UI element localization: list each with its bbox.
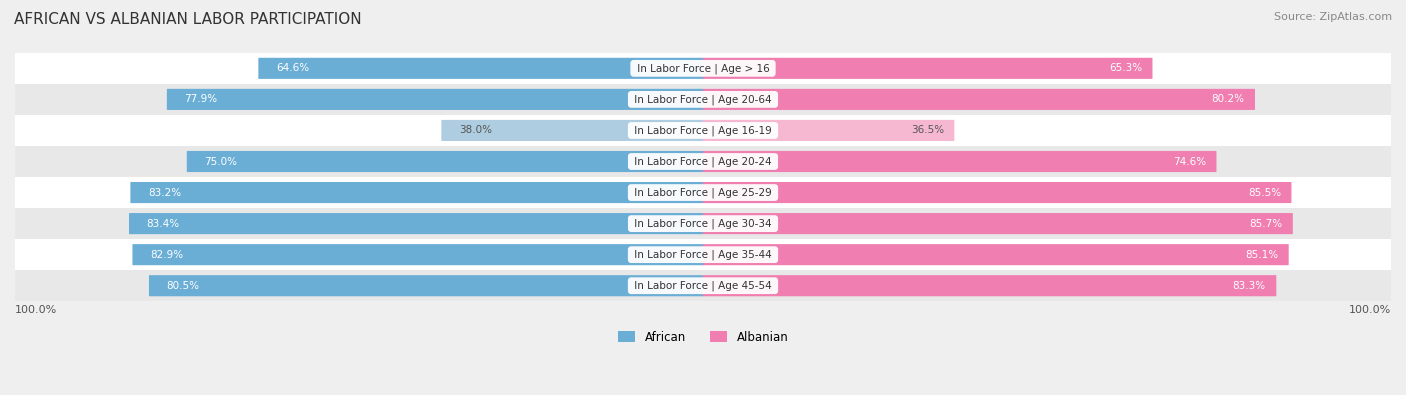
Text: Source: ZipAtlas.com: Source: ZipAtlas.com xyxy=(1274,12,1392,22)
Text: In Labor Force | Age 45-54: In Labor Force | Age 45-54 xyxy=(631,280,775,291)
Text: 85.7%: 85.7% xyxy=(1249,218,1282,229)
FancyBboxPatch shape xyxy=(703,58,1153,79)
Bar xyxy=(15,53,1391,84)
Bar xyxy=(15,177,1391,208)
FancyBboxPatch shape xyxy=(129,213,703,234)
FancyBboxPatch shape xyxy=(132,244,703,265)
Text: AFRICAN VS ALBANIAN LABOR PARTICIPATION: AFRICAN VS ALBANIAN LABOR PARTICIPATION xyxy=(14,12,361,27)
Text: 82.9%: 82.9% xyxy=(150,250,183,260)
FancyBboxPatch shape xyxy=(703,151,1216,172)
FancyBboxPatch shape xyxy=(259,58,703,79)
Text: 75.0%: 75.0% xyxy=(204,156,238,167)
Bar xyxy=(15,84,1391,115)
Text: 80.2%: 80.2% xyxy=(1212,94,1244,104)
FancyBboxPatch shape xyxy=(703,213,1294,234)
Text: 64.6%: 64.6% xyxy=(276,63,309,73)
Text: In Labor Force | Age 20-24: In Labor Force | Age 20-24 xyxy=(631,156,775,167)
Text: 65.3%: 65.3% xyxy=(1109,63,1142,73)
FancyBboxPatch shape xyxy=(167,89,703,110)
Text: 83.4%: 83.4% xyxy=(146,218,180,229)
Text: In Labor Force | Age 20-64: In Labor Force | Age 20-64 xyxy=(631,94,775,105)
Text: 100.0%: 100.0% xyxy=(1348,305,1391,315)
Bar xyxy=(15,208,1391,239)
Text: In Labor Force | Age 16-19: In Labor Force | Age 16-19 xyxy=(631,125,775,136)
FancyBboxPatch shape xyxy=(703,89,1256,110)
Text: 74.6%: 74.6% xyxy=(1173,156,1206,167)
FancyBboxPatch shape xyxy=(149,275,703,296)
FancyBboxPatch shape xyxy=(703,182,1292,203)
Bar xyxy=(15,146,1391,177)
Text: 38.0%: 38.0% xyxy=(458,126,492,135)
Text: In Labor Force | Age 35-44: In Labor Force | Age 35-44 xyxy=(631,249,775,260)
Legend: African, Albanian: African, Albanian xyxy=(613,326,793,348)
Text: In Labor Force | Age 30-34: In Labor Force | Age 30-34 xyxy=(631,218,775,229)
Bar xyxy=(15,115,1391,146)
FancyBboxPatch shape xyxy=(131,182,703,203)
Bar xyxy=(15,270,1391,301)
FancyBboxPatch shape xyxy=(441,120,703,141)
Text: 83.2%: 83.2% xyxy=(148,188,181,198)
Text: In Labor Force | Age > 16: In Labor Force | Age > 16 xyxy=(634,63,772,73)
FancyBboxPatch shape xyxy=(703,120,955,141)
Text: 85.5%: 85.5% xyxy=(1247,188,1281,198)
Bar xyxy=(15,239,1391,270)
FancyBboxPatch shape xyxy=(703,244,1289,265)
Text: 100.0%: 100.0% xyxy=(15,305,58,315)
FancyBboxPatch shape xyxy=(703,275,1277,296)
Text: In Labor Force | Age 25-29: In Labor Force | Age 25-29 xyxy=(631,187,775,198)
Text: 83.3%: 83.3% xyxy=(1233,281,1265,291)
FancyBboxPatch shape xyxy=(187,151,703,172)
Text: 85.1%: 85.1% xyxy=(1246,250,1278,260)
Text: 80.5%: 80.5% xyxy=(166,281,200,291)
Text: 36.5%: 36.5% xyxy=(911,126,943,135)
Text: 77.9%: 77.9% xyxy=(184,94,218,104)
